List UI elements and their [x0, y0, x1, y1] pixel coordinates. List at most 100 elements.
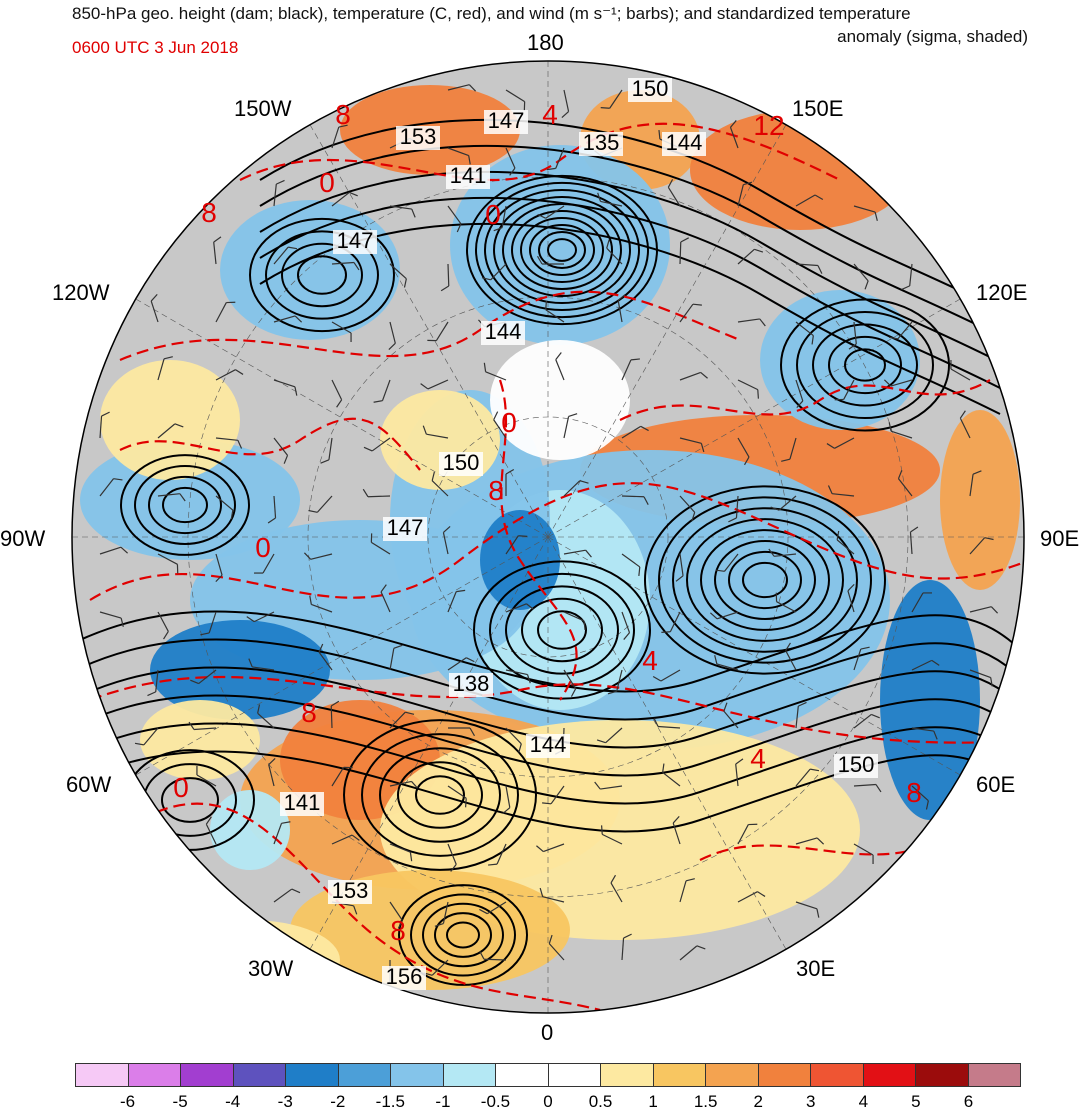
colorbar-swatch — [181, 1064, 234, 1086]
temperature-contour-label: 4 — [642, 645, 658, 676]
anomaly-colorbar — [75, 1063, 1021, 1087]
height-contour — [484, 188, 640, 312]
colorbar-swatch — [286, 1064, 339, 1086]
anomaly-region — [760, 290, 920, 430]
wind-barb — [563, 480, 589, 497]
wind-barb — [373, 379, 391, 403]
wind-barb — [679, 878, 695, 903]
height-contour — [398, 884, 528, 986]
wind-barb — [536, 255, 564, 265]
colorbar-swatch — [548, 1064, 601, 1086]
temperature-contour — [239, 122, 841, 182]
height-contour-label: 150 — [443, 450, 480, 475]
wind-barb — [563, 669, 577, 697]
wind-barb — [836, 530, 855, 555]
wind-barb — [715, 553, 739, 572]
colorbar-swatch — [338, 1064, 391, 1086]
wind-barb — [672, 815, 681, 845]
wind-barb — [679, 237, 689, 265]
wind-barb — [363, 437, 391, 452]
height-contour-label: 147 — [387, 515, 424, 540]
wind-barb — [601, 825, 623, 845]
temperature-contour-label: 0 — [501, 407, 517, 438]
height-label-box — [662, 132, 706, 156]
wind-barb — [362, 488, 391, 498]
height-label-box — [526, 734, 570, 758]
height-contour — [521, 597, 603, 663]
wind-barb — [897, 470, 913, 497]
wind-barb — [190, 669, 217, 685]
lon-label-150e: 150E — [792, 96, 844, 121]
wind-barb — [215, 437, 243, 449]
wind-barb — [99, 546, 129, 555]
wind-barb — [147, 669, 159, 697]
wind-barb — [781, 437, 797, 462]
colorbar-tick: 0.5 — [588, 1092, 613, 1111]
wind-barb — [679, 371, 708, 381]
colorbar-swatch — [758, 1064, 811, 1086]
height-contour — [410, 893, 516, 977]
wind-barb — [737, 318, 766, 327]
height-contour — [249, 217, 395, 333]
colorbar-tick: -6 — [119, 1092, 136, 1111]
height-label-box — [446, 165, 490, 189]
height-contour — [297, 255, 347, 295]
height-contour — [265, 230, 379, 320]
height-contour-label: 153 — [332, 878, 369, 903]
wind-barb — [795, 321, 814, 345]
height-contour — [259, 170, 1001, 363]
wind-barb — [447, 589, 466, 613]
wind-barb — [610, 874, 623, 903]
height-contour — [511, 210, 613, 290]
wind-barb — [331, 124, 348, 149]
wind-barb — [320, 437, 333, 464]
wind-barb — [447, 147, 471, 165]
wind-barb — [188, 721, 217, 731]
height-contour — [700, 529, 830, 631]
temperature-contour-label: 4 — [750, 743, 766, 774]
height-contour — [714, 540, 816, 620]
colorbar-swatch — [811, 1064, 864, 1086]
wind-barb — [827, 485, 855, 497]
wind-barb — [505, 603, 534, 613]
wind-barb — [969, 669, 993, 687]
height-contour-label: 156 — [386, 964, 423, 989]
wind-barb — [309, 595, 333, 613]
height-contour — [259, 196, 1001, 389]
lon-label-90e: 90E — [1040, 526, 1080, 551]
wind-barb — [969, 470, 982, 497]
temperature-contour-label: 0 — [255, 532, 271, 563]
anomaly-region — [210, 790, 290, 870]
height-contour — [259, 144, 1001, 337]
wind-barb — [545, 300, 565, 323]
wind-barb — [737, 181, 753, 207]
wind-barb — [709, 611, 739, 620]
temperature-contour — [498, 379, 578, 701]
colorbar-swatch — [706, 1064, 759, 1086]
height-contour — [79, 610, 1024, 693]
wind-barb — [621, 425, 649, 439]
height-contour-label: 150 — [838, 752, 875, 777]
wind-barb — [909, 526, 919, 555]
height-label-box — [333, 230, 377, 254]
wind-barb — [969, 537, 994, 555]
wind-barb — [795, 701, 807, 729]
height-contour — [281, 242, 363, 308]
wind-barb — [679, 945, 706, 961]
colorbar-tick: -4 — [225, 1092, 241, 1111]
wind-barb — [621, 495, 649, 505]
temperature-contour — [619, 379, 991, 421]
wind-barb — [826, 437, 855, 449]
height-contour — [134, 465, 236, 545]
height-contour-label: 147 — [488, 108, 525, 133]
colorbar-tick: -0.5 — [480, 1092, 511, 1111]
wind-barb — [679, 437, 705, 453]
wind-barb — [737, 248, 764, 265]
wind-barb — [542, 785, 565, 805]
wind-barb — [389, 901, 403, 929]
temperature-contour-label: 12 — [753, 110, 784, 141]
wind-barb — [308, 495, 333, 513]
temperature-contour — [119, 290, 741, 362]
wind-barb — [488, 843, 507, 866]
wind-barb — [679, 495, 696, 522]
